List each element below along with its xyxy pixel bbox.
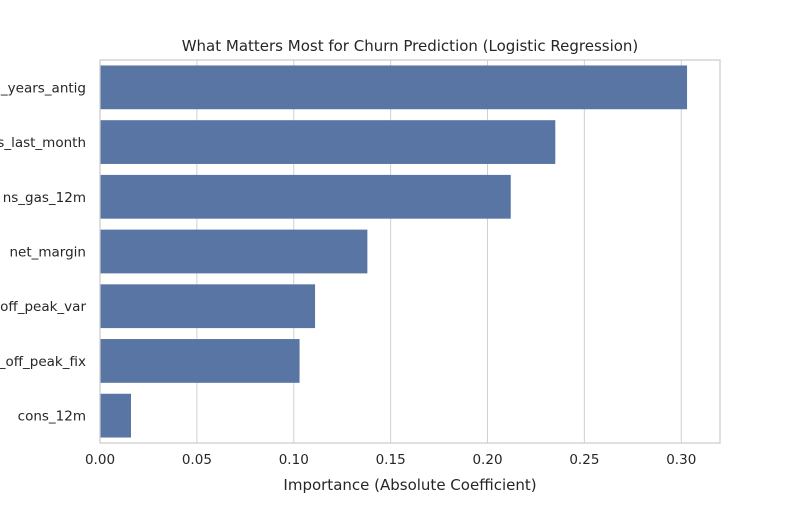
x-axis-label: Importance (Absolute Coefficient) xyxy=(283,476,536,494)
bars xyxy=(100,65,688,438)
x-tick-label: 0.05 xyxy=(182,452,212,468)
bar-net-margin xyxy=(100,229,368,274)
bar-ns-gas-12m xyxy=(100,174,511,219)
category-label: off_peak_var xyxy=(0,299,86,315)
x-tick-label: 0.10 xyxy=(279,452,309,468)
category-label: _years_antig xyxy=(0,80,86,96)
bar-years-antig xyxy=(100,65,688,110)
category-label: cons_12m xyxy=(18,409,86,425)
bar-off-peak-var xyxy=(100,284,316,329)
x-tick-label: 0.25 xyxy=(569,452,599,468)
bar-cons-12m xyxy=(100,393,131,438)
category-label: net_margin xyxy=(9,245,86,261)
category-labels: _years_antig s_last_month ns_gas_12m net_ma… xyxy=(0,80,86,424)
x-tick-label: 0.15 xyxy=(376,452,406,468)
category-label: s_last_month xyxy=(0,135,86,151)
category-label: _off_peak_fix xyxy=(0,354,86,370)
bar-off-peak-fix xyxy=(100,339,300,383)
x-tick-label: 0.30 xyxy=(666,452,696,468)
chart-title: What Matters Most for Churn Prediction (… xyxy=(182,37,639,55)
x-tick-label: 0.00 xyxy=(85,452,115,468)
category-label: ns_gas_12m xyxy=(3,190,86,206)
bar-s-last-month xyxy=(100,120,556,164)
plot-frame xyxy=(99,59,721,444)
x-tick-labels: 0.00 0.05 0.10 0.15 0.20 0.25 0.30 xyxy=(85,452,696,468)
x-tick-label: 0.20 xyxy=(472,452,502,468)
